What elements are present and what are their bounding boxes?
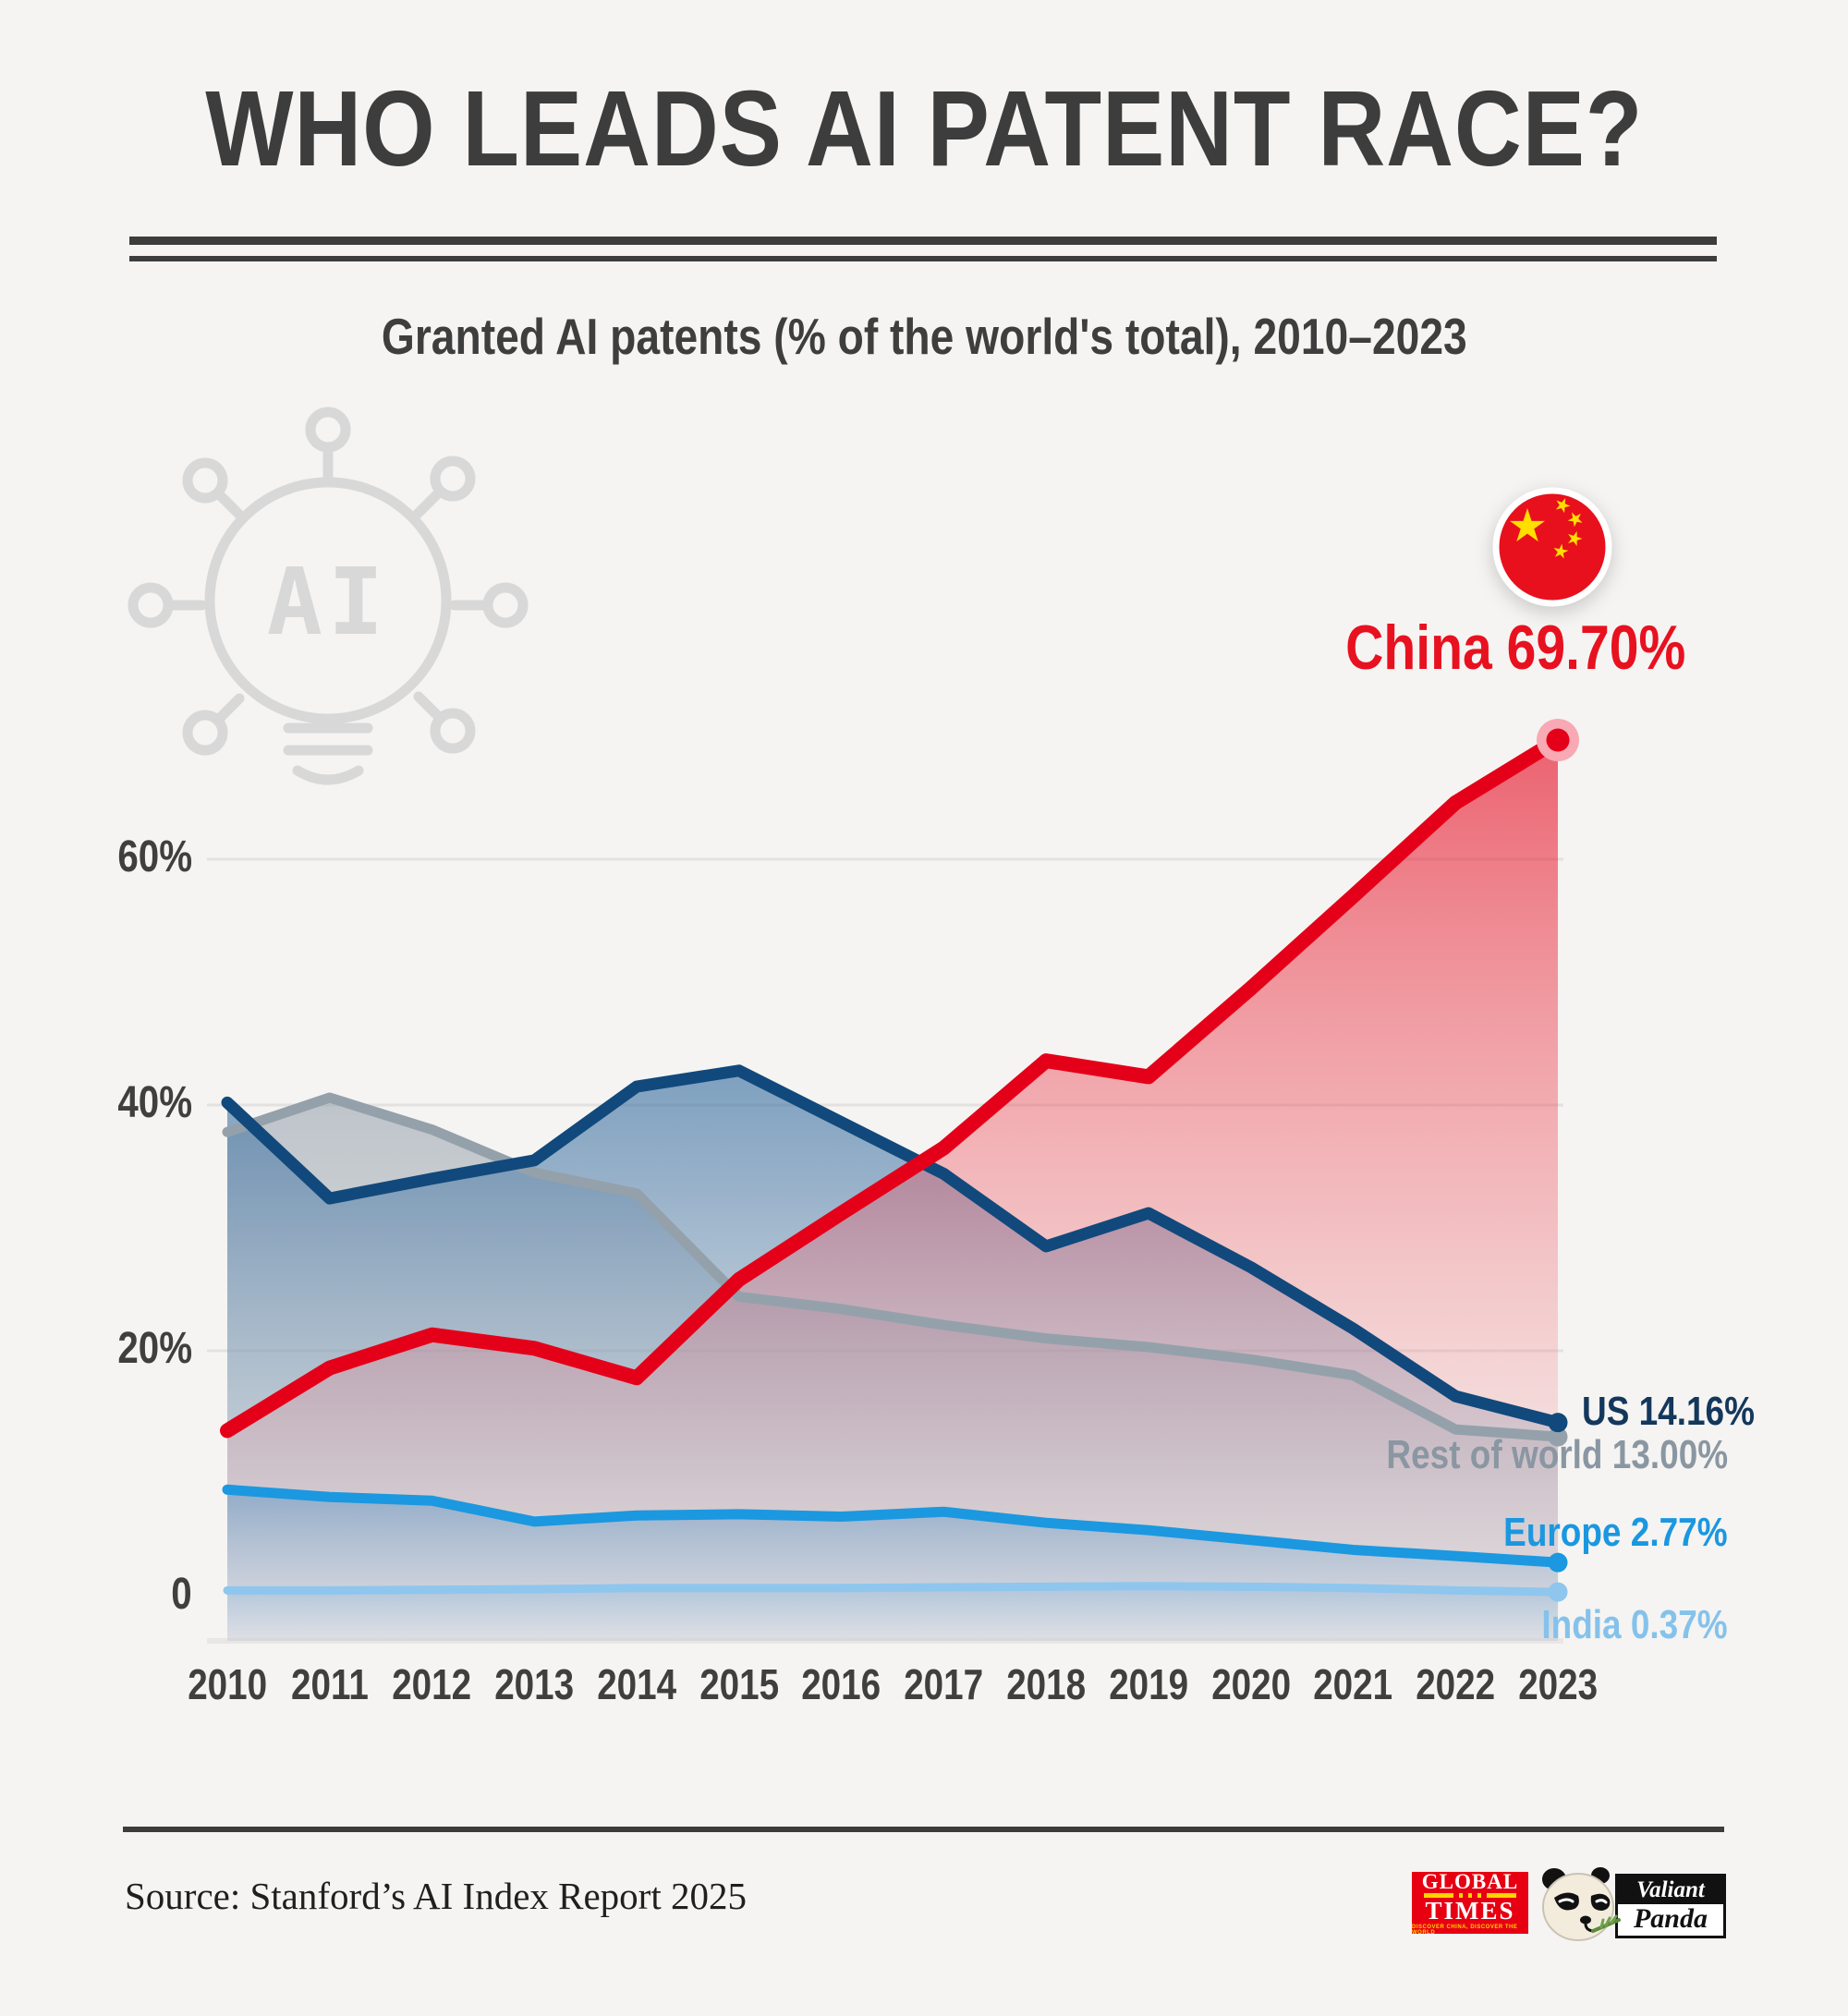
title-divider-top [129, 237, 1717, 245]
x-tick-label-2014: 2014 [579, 1659, 694, 1709]
valiant-panda-wordmark: Valiant Panda [1615, 1874, 1726, 1938]
x-tick-label-2011: 2011 [273, 1659, 387, 1709]
rest-of-world-value-label: Rest of world 13.00% [1386, 1432, 1728, 1477]
x-tick-label-2010: 2010 [170, 1659, 285, 1709]
ai-lightbulb-icon: AI [128, 407, 529, 785]
x-tick-label-2015: 2015 [682, 1659, 796, 1709]
europe-value-label: Europe 2.77% [1503, 1510, 1728, 1555]
x-tick-text: 2018 [1006, 1660, 1087, 1708]
valiant-panda-logo: Valiant Panda [1534, 1863, 1726, 1946]
end-dot-india [1548, 1582, 1568, 1602]
x-tick-text: 2020 [1210, 1660, 1291, 1708]
end-dot-china [1546, 728, 1570, 752]
x-tick-text: 2011 [290, 1660, 369, 1708]
x-tick-text: 2017 [904, 1660, 984, 1708]
page-title-text: WHO LEADS AI PATENT RACE? [204, 68, 1644, 188]
x-tick-label-2018: 2018 [989, 1659, 1103, 1709]
x-tick-label-2013: 2013 [477, 1659, 591, 1709]
x-tick-text: 2019 [1108, 1660, 1188, 1708]
x-tick-text: 2021 [1313, 1660, 1393, 1708]
chart-subtitle-text: Granted AI patents (% of the world's tot… [381, 308, 1467, 365]
area-china [227, 739, 1559, 1641]
line-us [221, 1064, 1564, 1429]
y-tick-text: 0 [171, 1570, 192, 1619]
x-tick-text: 2016 [801, 1660, 881, 1708]
x-tick-label-2022: 2022 [1398, 1659, 1513, 1709]
y-tick-text: 40% [117, 1078, 192, 1127]
ai-icon-label: AI [267, 548, 389, 656]
global-times-logo: GLOBAL TIMES DISCOVER CHINA, DISCOVER TH… [1412, 1869, 1528, 1936]
y-tick-label-60: 60% [37, 832, 192, 882]
x-tick-label-2017: 2017 [886, 1659, 1001, 1709]
x-tick-label-2019: 2019 [1091, 1659, 1206, 1709]
global-times-logo-line1: GLOBAL [1421, 1869, 1519, 1893]
x-tick-text: 2012 [392, 1660, 472, 1708]
page-title: WHO LEADS AI PATENT RACE? [0, 67, 1848, 190]
china-value-label: China 69.70% [1344, 613, 1686, 683]
x-tick-label-2023: 2023 [1501, 1659, 1615, 1709]
x-tick-text: 2014 [597, 1660, 677, 1708]
x-tick-label-2021: 2021 [1295, 1659, 1410, 1709]
x-tick-text: 2015 [699, 1660, 779, 1708]
x-tick-label-2016: 2016 [784, 1659, 899, 1709]
y-tick-text: 60% [117, 832, 192, 881]
global-times-chinese-script-band [1424, 1892, 1516, 1898]
line-europe [222, 1484, 1563, 1568]
footer-divider [123, 1827, 1724, 1832]
line-india [223, 1582, 1562, 1597]
global-times-logo-line2: TIMES [1425, 1896, 1515, 1925]
x-tick-label-2012: 2012 [375, 1659, 490, 1709]
chart-subtitle: Granted AI patents (% of the world's tot… [0, 307, 1848, 366]
end-dot-europe [1548, 1552, 1568, 1573]
x-tick-label-2020: 2020 [1194, 1659, 1308, 1709]
y-tick-label-40: 40% [37, 1077, 192, 1128]
y-tick-label-20: 20% [37, 1323, 192, 1374]
us-value-label: US 14.16% [1582, 1389, 1755, 1434]
line-china [220, 732, 1566, 1439]
global-times-tagline: DISCOVER CHINA, DISCOVER THE WORLD [1412, 1924, 1518, 1936]
india-value-label: India 0.37% [1541, 1602, 1728, 1647]
x-tick-text: 2022 [1416, 1660, 1496, 1708]
end-dot-rest-of-world [1548, 1427, 1568, 1447]
title-divider-bottom [129, 256, 1717, 261]
x-tick-text: 2013 [494, 1660, 575, 1708]
end-dot-us [1548, 1413, 1568, 1433]
y-tick-text: 20% [117, 1324, 192, 1373]
china-flag-icon [1492, 487, 1612, 607]
source-credit: Source: Stanford’s AI Index Report 2025 [125, 1875, 747, 1917]
line-rest-of-world [222, 1092, 1563, 1442]
x-tick-text: 2010 [188, 1660, 267, 1708]
y-tick-label-0: 0 [37, 1569, 192, 1620]
panda-icon [1542, 1867, 1621, 1941]
x-tick-text: 2023 [1518, 1660, 1598, 1708]
